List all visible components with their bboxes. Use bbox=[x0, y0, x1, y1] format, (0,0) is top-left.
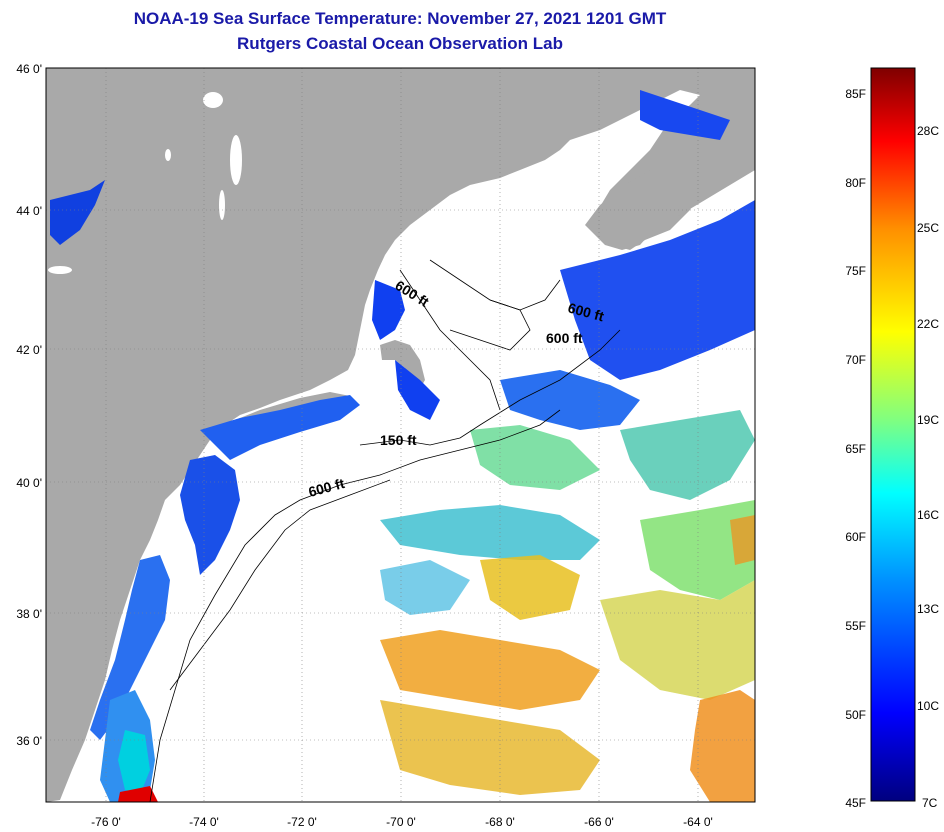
sst-warm-water bbox=[118, 515, 755, 802]
lon-label: -76 0' bbox=[91, 815, 121, 829]
colorbar-f-label: 65F bbox=[845, 442, 866, 456]
bathymetry-contours bbox=[149, 259, 621, 802]
colorbar-c-label: 22C bbox=[917, 317, 939, 331]
lake bbox=[219, 190, 225, 220]
colorbar-f-label: 80F bbox=[845, 176, 866, 190]
colorbar-celsius-labels: 28C 25C 22C 19C 16C 13C 10C 7C bbox=[917, 124, 939, 810]
lat-label: 40 0' bbox=[16, 476, 42, 490]
warm-hotspot bbox=[118, 786, 158, 802]
latitude-labels: 46 0' 44 0' 42 0' 40 0' 38 0' 36 0' bbox=[16, 62, 42, 748]
lat-label: 38 0' bbox=[16, 607, 42, 621]
sst-mid-water bbox=[380, 410, 755, 615]
land-mass bbox=[46, 68, 755, 802]
colorbar-c-label: 16C bbox=[917, 508, 939, 522]
lat-label: 42 0' bbox=[16, 343, 42, 357]
lake bbox=[203, 92, 223, 108]
colorbar-c-label: 25C bbox=[917, 221, 939, 235]
depth-label: 150 ft bbox=[380, 432, 417, 448]
colorbar-f-label: 55F bbox=[845, 619, 866, 633]
colorbar-c-label: 28C bbox=[917, 124, 939, 138]
sst-cold-water bbox=[50, 90, 755, 802]
lake bbox=[48, 266, 72, 274]
colorbar-c-label: 13C bbox=[917, 602, 939, 616]
colorbar-f-label: 75F bbox=[845, 264, 866, 278]
map-subtitle: Rutgers Coastal Ocean Observation Lab bbox=[237, 34, 563, 53]
map-area bbox=[46, 68, 755, 802]
colorbar bbox=[870, 67, 916, 802]
colorbar-f-label: 70F bbox=[845, 353, 866, 367]
map-title: NOAA-19 Sea Surface Temperature: Novembe… bbox=[133, 9, 667, 28]
longitude-labels: -76 0' -74 0' -72 0' -70 0' -68 0' -66 0… bbox=[91, 815, 713, 829]
lake bbox=[230, 135, 242, 185]
lat-label: 36 0' bbox=[16, 734, 42, 748]
colorbar-c-label: 10C bbox=[917, 699, 939, 713]
lon-label: -64 0' bbox=[683, 815, 713, 829]
lat-label: 46 0' bbox=[16, 62, 42, 76]
colorbar-f-label: 45F bbox=[845, 796, 866, 810]
colorbar-fahrenheit-labels: 85F 80F 75F 70F 65F 60F 55F 50F 45F bbox=[845, 87, 866, 810]
lat-label: 44 0' bbox=[16, 204, 42, 218]
lon-label: -68 0' bbox=[485, 815, 515, 829]
lon-label: -70 0' bbox=[386, 815, 416, 829]
lon-label: -74 0' bbox=[189, 815, 219, 829]
lake bbox=[165, 149, 171, 161]
lon-label: -66 0' bbox=[584, 815, 614, 829]
colorbar-f-label: 60F bbox=[845, 530, 866, 544]
map-frame bbox=[45, 67, 756, 803]
colorbar-f-label: 50F bbox=[845, 708, 866, 722]
colorbar-f-label: 85F bbox=[845, 87, 866, 101]
lon-label: -72 0' bbox=[287, 815, 317, 829]
colorbar-c-label: 7C bbox=[922, 796, 938, 810]
nova-scotia bbox=[585, 130, 755, 250]
colorbar-c-label: 19C bbox=[917, 413, 939, 427]
depth-label: 600 ft bbox=[546, 330, 583, 346]
